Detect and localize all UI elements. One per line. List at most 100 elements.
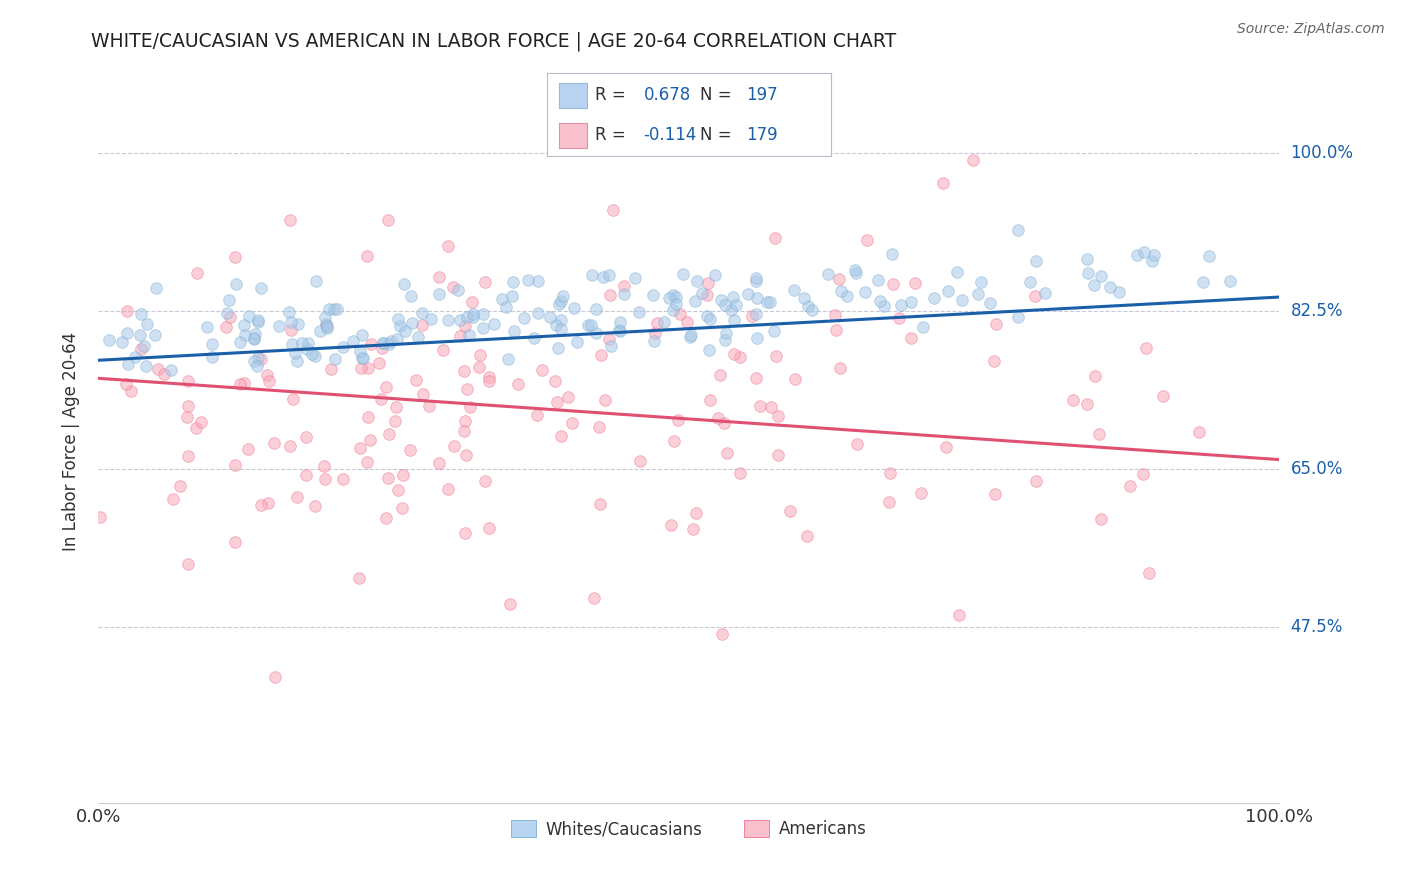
- Point: [378, 427, 401, 442]
- Point: [662, 434, 685, 448]
- Point: [186, 266, 208, 280]
- Point: [418, 399, 440, 413]
- Point: [295, 468, 318, 483]
- Point: [89, 509, 111, 524]
- Point: [879, 495, 901, 509]
- Point: [613, 286, 636, 301]
- Point: [550, 429, 572, 443]
- Text: Source: ZipAtlas.com: Source: ZipAtlas.com: [1237, 22, 1385, 37]
- Point: [325, 302, 347, 317]
- Point: [755, 295, 778, 310]
- Point: [297, 335, 319, 350]
- Point: [835, 289, 858, 303]
- Point: [1090, 268, 1112, 283]
- Point: [609, 315, 631, 329]
- Point: [602, 202, 624, 217]
- Point: [247, 315, 270, 329]
- Point: [544, 318, 567, 332]
- Point: [765, 349, 787, 363]
- Point: [869, 294, 891, 309]
- Point: [797, 299, 820, 313]
- Point: [169, 479, 191, 493]
- Point: [589, 497, 612, 511]
- Point: [304, 500, 326, 514]
- Point: [233, 376, 256, 390]
- Point: [697, 343, 720, 357]
- Point: [342, 334, 364, 349]
- Point: [707, 411, 730, 425]
- Point: [714, 326, 737, 340]
- Point: [664, 297, 686, 311]
- Point: [454, 319, 477, 334]
- Point: [1188, 425, 1211, 439]
- Point: [1135, 341, 1157, 355]
- Point: [922, 291, 945, 305]
- Point: [659, 518, 682, 533]
- Point: [250, 351, 273, 366]
- Text: 82.5%: 82.5%: [1291, 301, 1343, 319]
- Point: [243, 354, 266, 368]
- Point: [315, 318, 337, 332]
- Point: [352, 351, 374, 365]
- Point: [115, 326, 138, 340]
- Point: [474, 275, 496, 289]
- Point: [817, 267, 839, 281]
- Point: [932, 177, 955, 191]
- Point: [502, 275, 524, 289]
- Point: [709, 368, 731, 382]
- Point: [547, 341, 569, 355]
- Point: [710, 293, 733, 307]
- Point: [553, 288, 575, 302]
- Point: [550, 312, 572, 326]
- Point: [419, 312, 441, 326]
- Point: [443, 439, 465, 453]
- Point: [759, 295, 782, 310]
- Point: [984, 317, 1007, 331]
- Point: [371, 336, 394, 351]
- Point: [281, 337, 304, 351]
- Point: [314, 458, 336, 473]
- Point: [1142, 248, 1164, 262]
- Point: [624, 270, 647, 285]
- Point: [714, 298, 737, 312]
- Point: [527, 306, 550, 320]
- Point: [744, 270, 766, 285]
- Point: [427, 269, 450, 284]
- Point: [263, 670, 285, 684]
- Point: [280, 323, 302, 337]
- Point: [546, 395, 568, 409]
- Point: [332, 340, 354, 354]
- Point: [643, 334, 665, 348]
- Point: [1119, 478, 1142, 492]
- Point: [983, 354, 1005, 368]
- Point: [607, 323, 630, 337]
- Point: [389, 319, 412, 334]
- Point: [592, 270, 614, 285]
- Point: [745, 307, 768, 321]
- Point: [412, 387, 434, 401]
- Point: [745, 331, 768, 345]
- Point: [1090, 512, 1112, 526]
- Point: [763, 231, 786, 245]
- Point: [970, 275, 993, 289]
- Point: [316, 321, 339, 335]
- Point: [1007, 223, 1029, 237]
- Point: [538, 310, 561, 325]
- Point: [565, 334, 588, 349]
- Point: [441, 279, 464, 293]
- Point: [160, 363, 183, 377]
- Point: [401, 316, 423, 330]
- Point: [432, 343, 454, 357]
- Point: [129, 343, 152, 357]
- Point: [523, 331, 546, 345]
- Point: [318, 301, 340, 316]
- Point: [267, 318, 290, 333]
- Point: [512, 310, 534, 325]
- Point: [824, 308, 846, 322]
- Point: [474, 474, 496, 488]
- Point: [627, 305, 650, 319]
- Point: [371, 341, 394, 355]
- Point: [531, 363, 554, 377]
- Point: [845, 266, 868, 280]
- Point: [349, 441, 371, 455]
